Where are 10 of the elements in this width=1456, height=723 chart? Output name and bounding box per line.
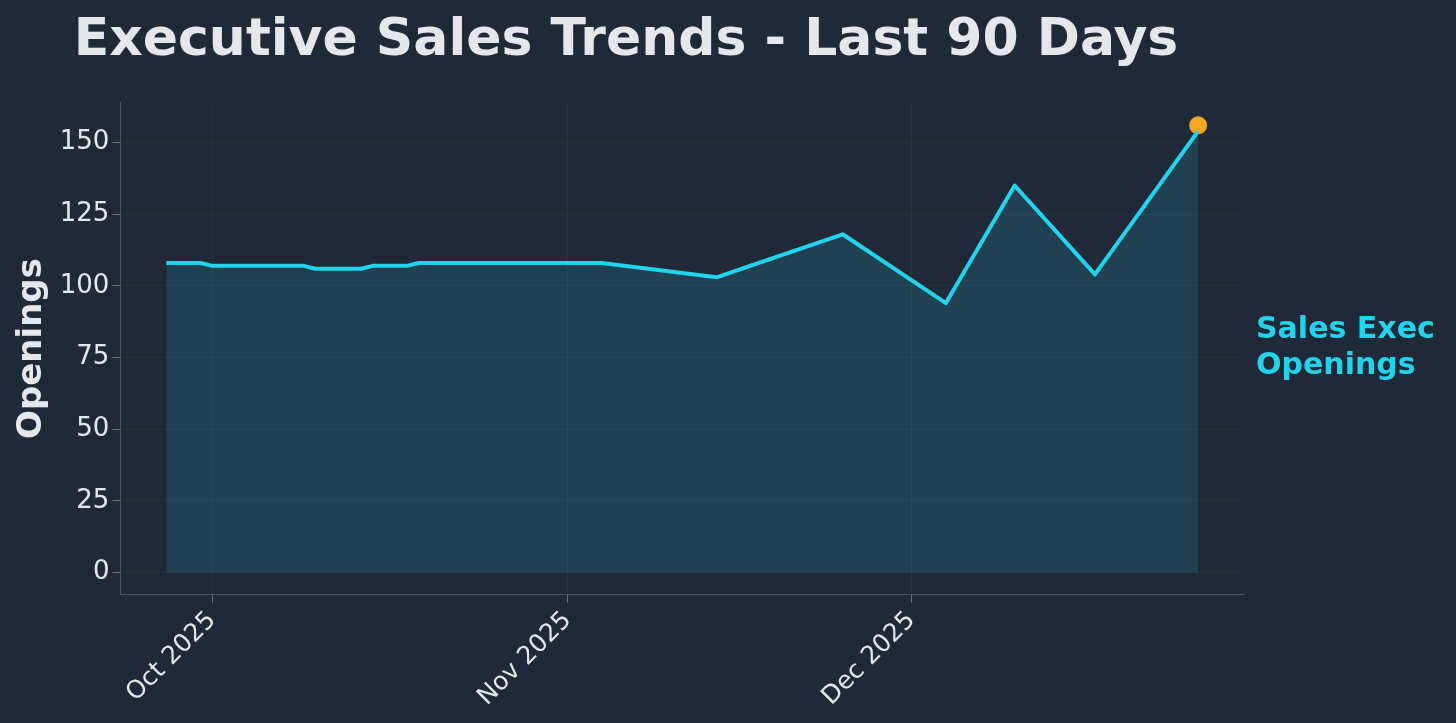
- series-label: Sales Exec Openings: [1256, 310, 1435, 382]
- y-tick-label: 50: [76, 412, 110, 442]
- y-tick-label: 75: [76, 340, 110, 371]
- y-tick-label: 125: [59, 196, 110, 227]
- y-tick-label: 0: [92, 555, 110, 586]
- y-tick-label: 150: [59, 125, 110, 156]
- y-tick-label: 100: [59, 268, 110, 299]
- y-tick-label: 25: [76, 483, 110, 514]
- chart-title: Executive Sales Trends - Last 90 Days: [73, 6, 1179, 67]
- y-axis-title: Openings: [9, 258, 50, 440]
